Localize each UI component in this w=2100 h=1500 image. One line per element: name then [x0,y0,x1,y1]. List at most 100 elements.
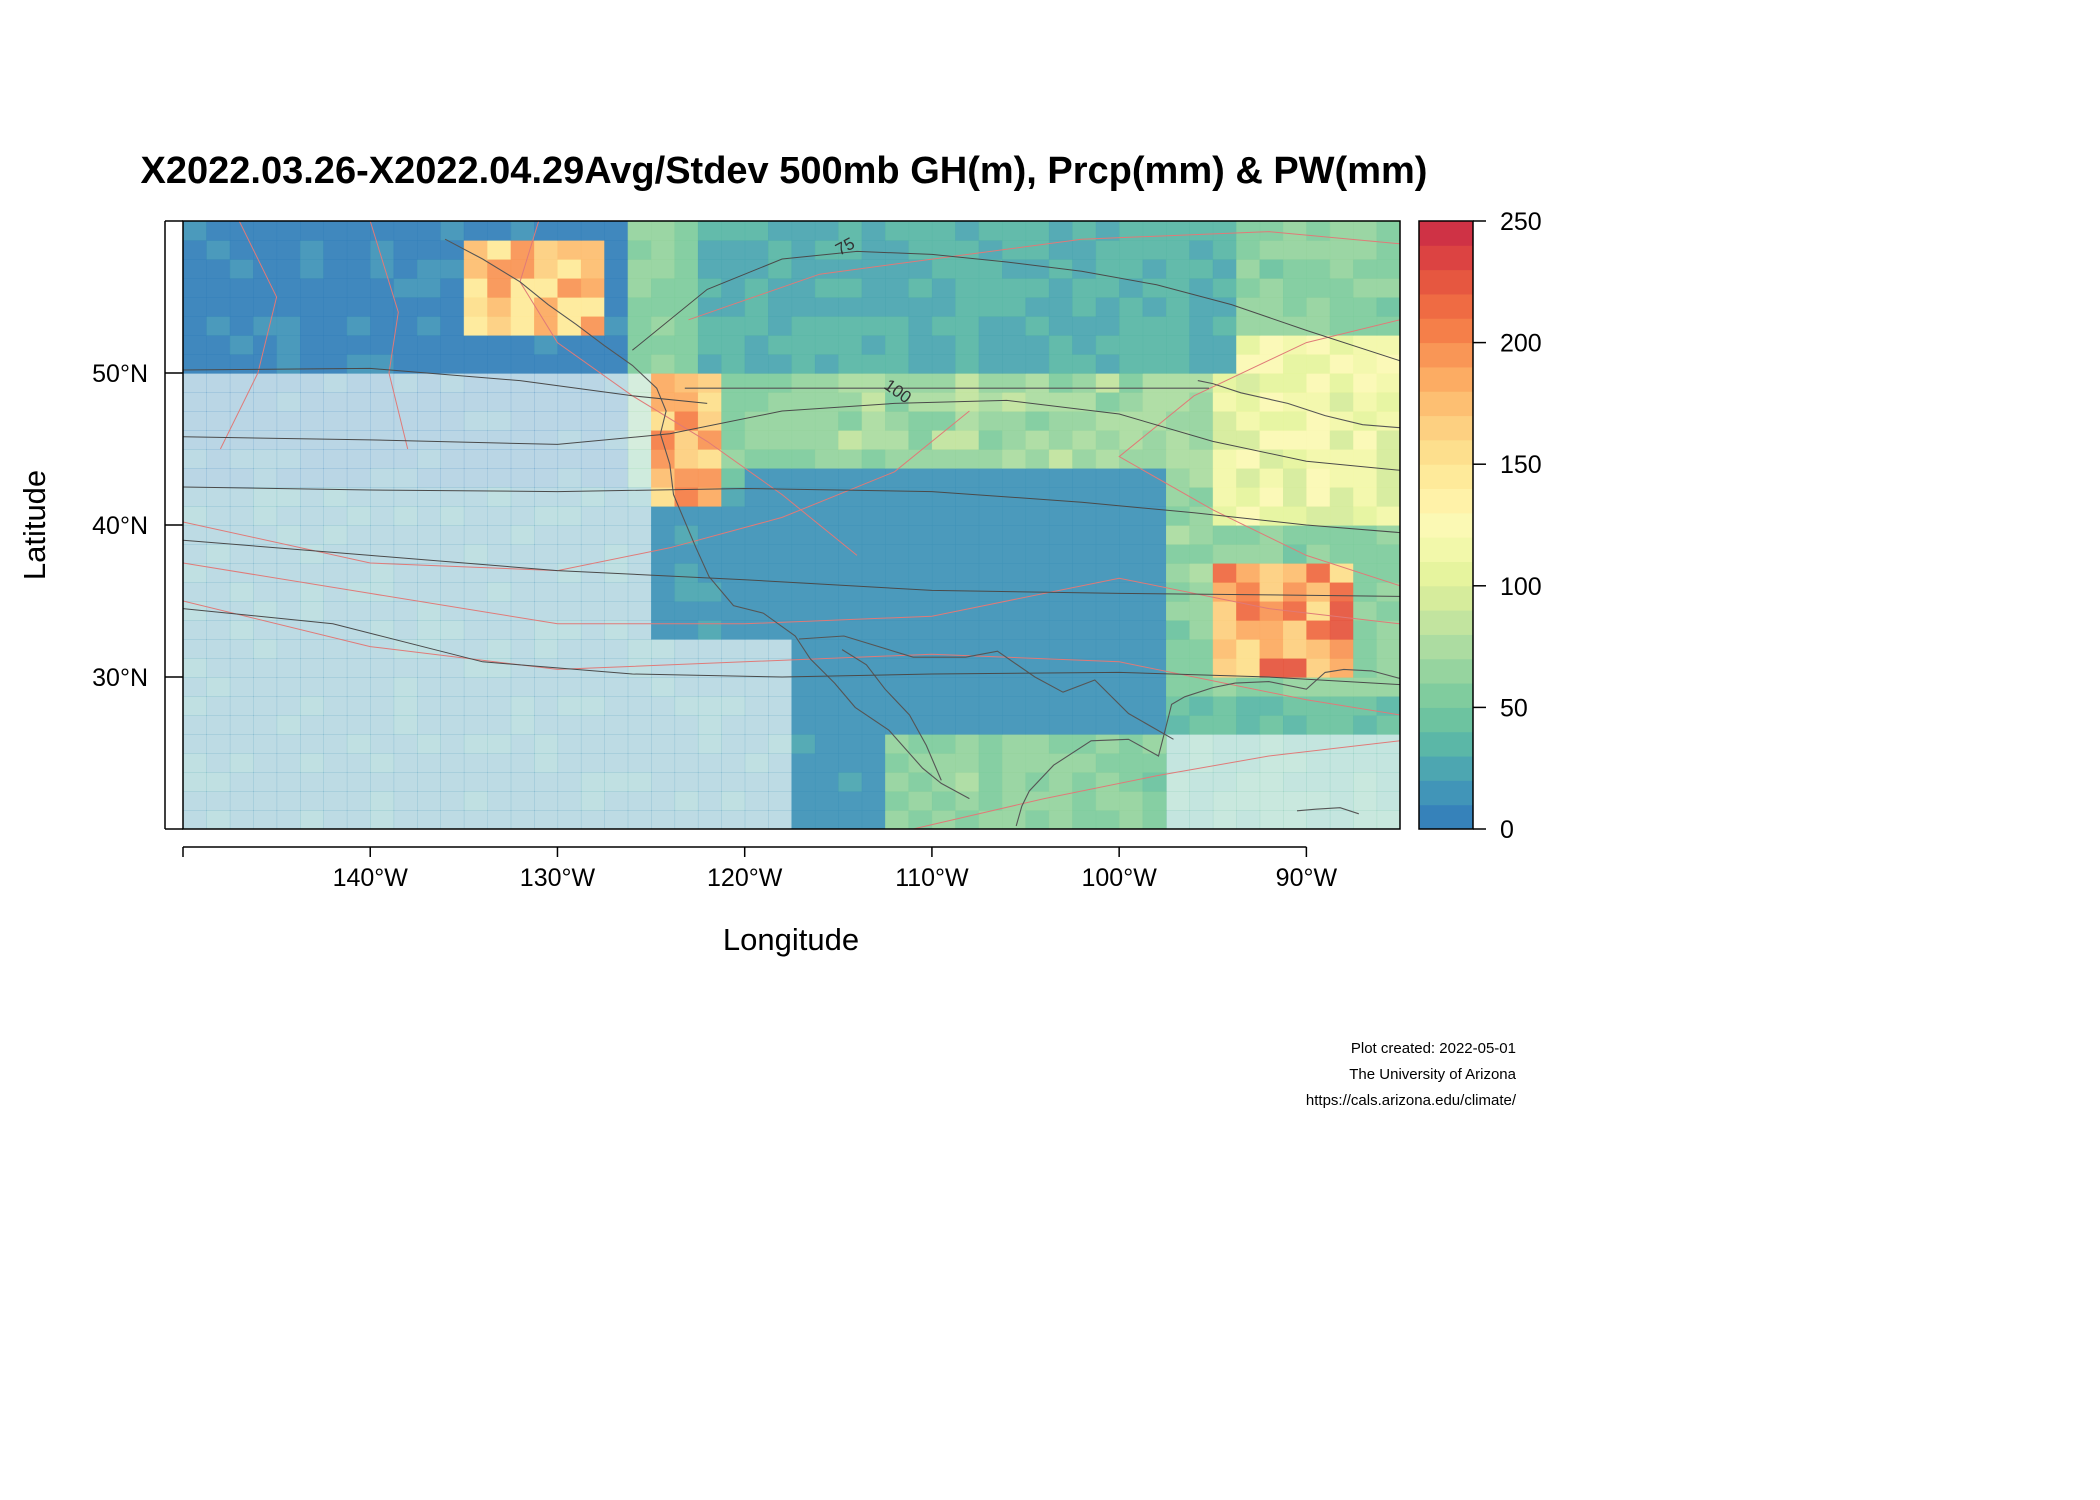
precip-cell-1380 [838,316,863,336]
precip-cell-1013 [768,449,793,469]
precip-cell-1535 [814,259,839,279]
precip-cell-452 [1025,658,1050,678]
precip-cell-1200 [276,373,301,393]
precip-cell-1305 [300,335,324,355]
precip-cell-853 [674,506,699,526]
precip-cell-77 [768,791,793,811]
precip-cell-1059 [627,430,652,450]
precip-cell-380 [557,677,582,697]
precip-cell-1458 [229,278,254,298]
precip-cell-1180 [1025,392,1050,412]
precip-cell-1538 [885,259,910,279]
precip-cell-1006 [604,449,629,469]
precip-cell-1422 [604,297,629,317]
precip-cell-1198 [229,373,254,393]
precip-cell-1294 [1259,354,1284,374]
precip-cell-101 [1329,791,1354,811]
precip-cell-1431 [814,297,839,317]
precip-cell-1591 [908,240,933,260]
gh-contour-0 [632,250,1400,362]
precip-cell-1584 [744,240,769,260]
precip-cell-1389 [1048,316,1073,336]
precip-cell-226 [604,734,629,754]
precip-cell-1125 [955,411,980,431]
precip-cell-48 [1306,810,1331,829]
precip-cell-1619 [346,221,371,241]
precip-cell-622 [1353,601,1378,621]
precip-cell-857 [768,506,793,526]
precip-cell-1092 [183,411,207,431]
precip-cell-183 [814,753,839,773]
precip-cell-85 [955,791,980,811]
precip-cell-1565 [300,240,324,260]
precip-cell-58 [323,791,348,811]
precip-cell-328 [557,696,582,716]
precip-cell-158 [229,753,254,773]
precip-cell-271 [440,715,465,735]
precip-cell-578 [323,601,348,621]
precip-cell-1159 [534,392,559,412]
precip-cell-1066 [791,430,816,450]
precip-cell-181 [768,753,793,773]
precip-cell-1124 [931,411,956,431]
precip-cell-88 [1025,791,1050,811]
precip-cell-354 [1166,696,1190,716]
precip-cell-432 [557,658,582,678]
precip-cell-787 [346,525,371,545]
precip-cell-1279 [908,354,933,374]
precip-cell-612 [1119,601,1144,621]
precip-cell-187 [908,753,933,773]
precip-cell-263 [253,715,278,735]
precip-cell-480 [463,639,488,659]
precip-cell-265 [300,715,324,735]
precip-cell-83 [908,791,933,811]
precip-cell-886 [229,487,254,507]
precip-cell-1651 [1095,221,1120,241]
precip-cell-1650 [1072,221,1097,241]
precip-cell-1142 [1353,411,1378,431]
precip-cell-334 [697,696,722,716]
precip-cell-1228 [931,373,956,393]
precip-cell-917 [955,487,980,507]
precip-cell-1553 [1236,259,1261,279]
precip-cell-904 [651,487,676,507]
precip-cell-1054 [510,430,535,450]
precip-cell-90 [1072,791,1097,811]
precip-cell-1586 [791,240,816,260]
precip-cell-1041 [206,430,231,450]
precip-cell-448 [931,658,956,678]
precip-cell-47 [1283,810,1307,829]
precip-cell-1554 [1259,259,1284,279]
precip-cell-365 [206,677,231,697]
precip-cell-211 [253,734,278,754]
precip-cell-1467 [440,278,465,298]
precip-cell-339 [814,696,839,716]
colorbar-step-13 [1419,488,1473,514]
precip-cell-999 [440,449,465,469]
precip-cell-435 [627,658,652,678]
precip-cell-1090 [1353,430,1378,450]
precip-cell-780 [183,525,207,545]
precip-cell-1005 [580,449,605,469]
precip-cell-1215 [627,373,652,393]
precip-cell-143 [1095,772,1120,792]
precip-cell-1158 [510,392,535,412]
precip-cell-98 [1259,791,1284,811]
precip-cell-546 [791,620,816,640]
precip-cell-286 [791,715,816,735]
x-axis: 140°W 130°W 120°W 110°W 100°W 90°W [182,846,1337,892]
precip-cell-297 [1048,715,1073,735]
precip-cell-1483 [814,278,839,298]
precip-cell-461 [1236,658,1261,678]
precip-cell-69 [580,791,605,811]
precip-cell-512 [1212,639,1237,659]
precip-cell-1557 [1329,259,1354,279]
precip-cell-980 [1212,468,1237,488]
precip-cell-210 [229,734,254,754]
precip-cell-687 [440,563,465,583]
precip-cell-15 [534,810,559,829]
precip-cell-1205 [393,373,418,393]
precip-cell-1017 [861,449,886,469]
precip-cell-741 [487,544,512,564]
colorbar-tick-label-0: 0 [1500,816,1514,844]
